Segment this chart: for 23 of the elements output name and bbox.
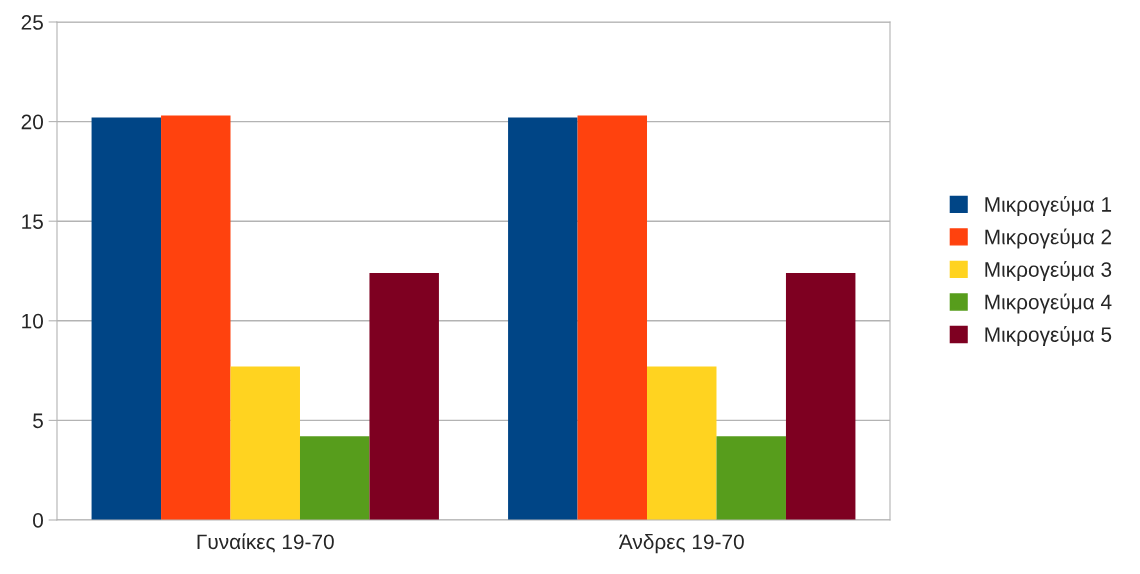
y-tick-label: 0 <box>33 513 43 528</box>
y-tick-label: 5 <box>33 413 43 429</box>
y-tick-label: 25 <box>21 15 43 30</box>
x-tick-label: Άνδρες 19-70 <box>618 533 744 554</box>
bar <box>508 117 578 520</box>
legend-label: Μικρογεύμα 4 <box>985 293 1112 314</box>
legend-label: Μικρογεύμα 2 <box>985 228 1112 249</box>
legend-label: Μικρογεύμα 5 <box>985 326 1112 347</box>
bar <box>299 436 370 520</box>
x-tick-label: Γυναίκες 19-70 <box>197 533 334 553</box>
bar <box>577 115 648 520</box>
legend-label: Μικρογεύμα 3 <box>985 260 1112 282</box>
bar <box>230 366 300 520</box>
y-tick-label: 10 <box>22 313 43 329</box>
bar <box>785 272 856 520</box>
bar <box>716 436 786 520</box>
legend-label: Μικρογεύμα 1 <box>985 195 1112 216</box>
bar <box>161 115 231 520</box>
bar <box>647 366 717 520</box>
y-tick-label: 15 <box>22 214 43 229</box>
bar <box>91 117 162 520</box>
y-tick-label: 20 <box>21 114 43 130</box>
bar <box>369 272 439 520</box>
